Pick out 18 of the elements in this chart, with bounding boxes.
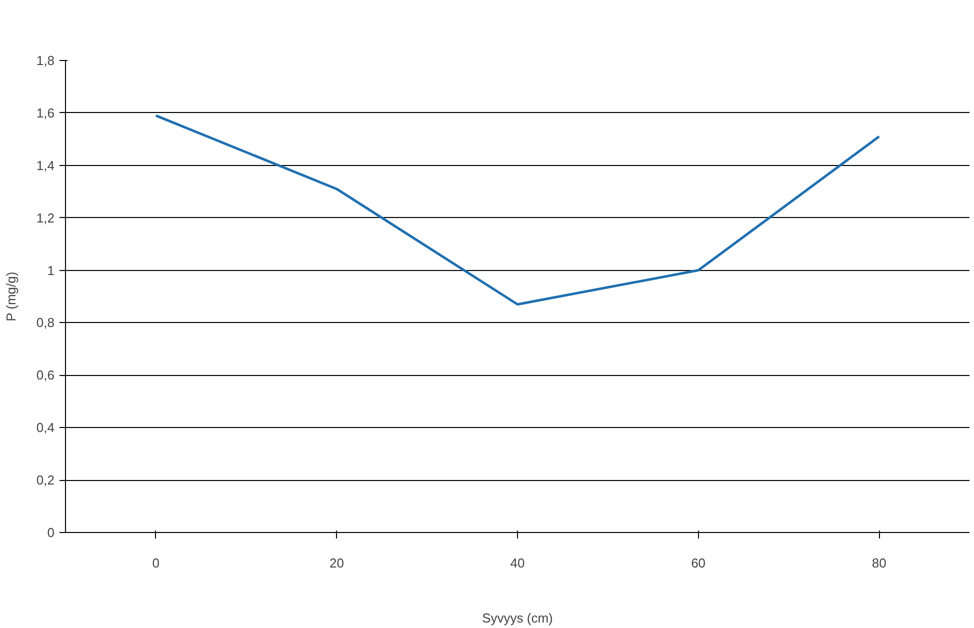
x-tick-label: 80 (872, 556, 886, 570)
y-tick-label: 0,6 (36, 368, 55, 383)
x-axis-title: Syvyys (cm) (482, 610, 553, 626)
y-tick-label: 1,2 (36, 210, 55, 226)
y-tick-label: 0,8 (36, 315, 55, 330)
y-tick-label: 1,6 (36, 105, 55, 120)
y-tick-label: 0,2 (36, 472, 55, 488)
y-tick-label: 1 (47, 262, 55, 278)
y-axis-title: P (mg/g) (3, 272, 18, 322)
x-tick-label: 60 (691, 556, 706, 570)
y-tick-label: 0,4 (36, 420, 55, 436)
x-tick-label: 0 (152, 556, 160, 570)
line-series (154, 114, 880, 306)
y-tick-label: 1,4 (36, 158, 55, 173)
x-tick-label: 20 (329, 556, 344, 570)
y-tick-label: 1,8 (36, 53, 55, 68)
x-tick-label: 40 (510, 556, 525, 570)
y-tick-label: 0 (47, 525, 55, 540)
